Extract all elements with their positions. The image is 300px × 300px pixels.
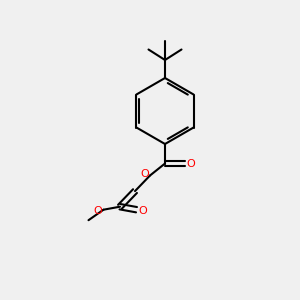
Text: O: O [140,169,149,179]
Text: O: O [94,206,103,216]
Text: O: O [138,206,147,216]
Text: O: O [186,158,195,169]
